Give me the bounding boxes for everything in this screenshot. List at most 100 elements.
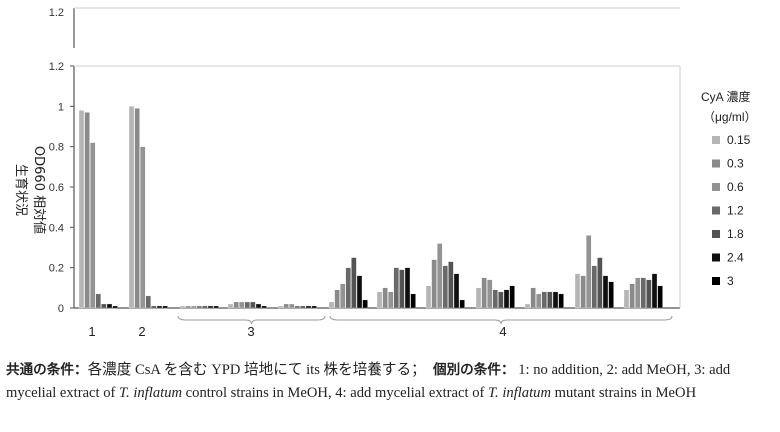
- bar: [145, 295, 151, 309]
- bar: [558, 293, 564, 309]
- bar: [503, 289, 510, 309]
- legend-swatch: [712, 159, 720, 168]
- bar: [191, 305, 197, 309]
- legend-title-line-2: （μg/ml）: [703, 110, 757, 124]
- bar: [608, 281, 614, 309]
- bar: [399, 269, 405, 309]
- bar: [651, 273, 658, 309]
- bar: [106, 303, 113, 309]
- caption-common-label: 共通の条件：: [6, 362, 88, 378]
- bar: [393, 267, 399, 309]
- bar: [530, 287, 536, 309]
- bar: [586, 235, 592, 309]
- bar: [283, 303, 289, 309]
- bar: [487, 279, 493, 309]
- bar: [646, 279, 652, 309]
- chart-bars: [78, 106, 663, 309]
- bar: [498, 291, 504, 309]
- group-label: 3: [247, 324, 254, 339]
- bar: [597, 257, 603, 309]
- bar: [185, 305, 191, 309]
- bar: [524, 303, 531, 309]
- legend-label: 0.6: [727, 180, 744, 194]
- legend-swatch: [712, 230, 720, 238]
- bar: [95, 293, 101, 309]
- bar: [261, 305, 267, 309]
- caption-species-1: T. inflatum: [119, 385, 183, 401]
- bar-chart: 1.2 0 0.2 0.4 0.6 0.8 1 1.2 生育状況 OD660 相対値 1 2 3 4 Cy…: [13, 7, 757, 339]
- legend-label: 1.2: [727, 204, 744, 218]
- y-tick-label: 0.2: [49, 263, 64, 275]
- bar: [294, 305, 300, 309]
- y-tick-label: 1: [58, 101, 64, 113]
- bar: [300, 305, 306, 309]
- bar: [635, 277, 641, 309]
- bar: [362, 299, 368, 309]
- bar: [196, 305, 202, 309]
- bar: [90, 142, 96, 309]
- bar: [459, 299, 465, 309]
- bar: [340, 283, 346, 309]
- bar: [334, 289, 340, 309]
- bar: [580, 275, 586, 309]
- bar: [250, 301, 256, 309]
- top-panel-tick-label: 1.2: [49, 7, 64, 19]
- caption-common-text: 各濃度 CsA を含む YPD 培地にて its 株を培養する；: [87, 362, 426, 378]
- bar: [602, 275, 609, 309]
- bar: [425, 285, 432, 309]
- bar: [541, 291, 547, 309]
- legend-label: 3: [727, 274, 734, 288]
- bar: [112, 305, 118, 309]
- bar: [277, 305, 284, 309]
- bar: [179, 305, 186, 309]
- legend-swatch: [712, 136, 720, 144]
- bar: [305, 305, 312, 309]
- legend-label: 2.4: [727, 251, 744, 265]
- bar: [311, 305, 317, 309]
- bar: [574, 273, 581, 309]
- bar: [404, 267, 411, 309]
- group-4-brace: [329, 315, 673, 325]
- bar: [552, 291, 559, 309]
- bar: [227, 303, 234, 309]
- y-axis-label-line-2: OD660 相対値: [31, 146, 47, 234]
- chart-axes: [70, 7, 681, 325]
- bar: [101, 303, 107, 309]
- bar: [591, 265, 597, 309]
- bar: [442, 265, 448, 309]
- chart-legend: CyA 濃度 （μg/ml） 0.15 0.3 0.6 1.2 1.8 2.4 3: [701, 89, 757, 288]
- y-tick-label: 0.4: [49, 222, 64, 234]
- bar: [351, 257, 357, 309]
- bar: [382, 287, 388, 309]
- bar: [623, 289, 630, 309]
- bar: [134, 108, 140, 309]
- legend-swatch: [712, 183, 720, 191]
- bar: [255, 303, 262, 309]
- bar: [475, 287, 482, 309]
- bar: [388, 291, 394, 309]
- bar: [151, 305, 157, 309]
- caption-species-2: T. inflatum: [488, 385, 551, 401]
- bar: [345, 267, 351, 309]
- legend-title-line-1: CyA 濃度: [701, 89, 750, 104]
- bar: [453, 273, 460, 309]
- bar: [239, 301, 245, 309]
- legend-swatch: [712, 253, 720, 262]
- bar: [640, 277, 646, 309]
- legend-label: 0.15: [727, 133, 751, 147]
- legend-label: 1.8: [727, 227, 744, 241]
- bar: [410, 293, 416, 309]
- group-3-brace: [177, 315, 326, 325]
- bar: [481, 277, 487, 309]
- bar: [547, 291, 553, 309]
- bar: [437, 243, 443, 309]
- bar: [657, 285, 663, 309]
- bar: [128, 106, 135, 309]
- legend-swatch: [712, 206, 720, 215]
- bar: [431, 259, 437, 309]
- y-tick-label: 0.8: [49, 142, 64, 154]
- bar: [509, 285, 515, 309]
- y-axis-label-line-1: 生育状況: [13, 164, 29, 216]
- caption-individual-label: 個別の条件：: [432, 362, 515, 378]
- caption-part2: control strains in MeOH, 4: add mycelial…: [182, 385, 489, 401]
